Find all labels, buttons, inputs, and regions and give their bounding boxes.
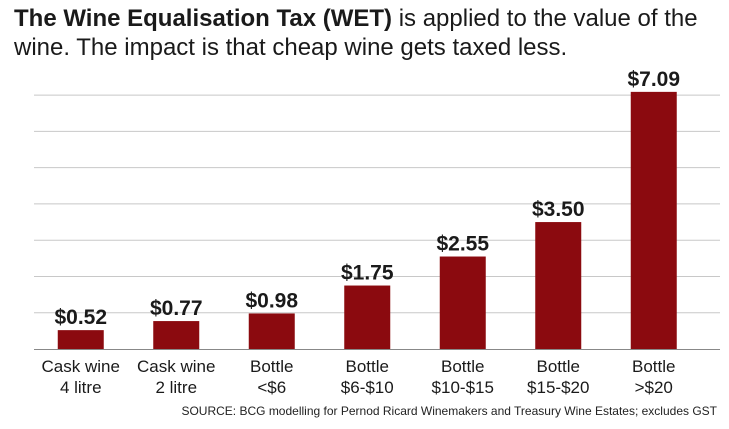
category-label: 4 litre (60, 378, 102, 397)
category-label: Bottle (632, 357, 675, 376)
bar-value-label: $0.77 (150, 297, 203, 320)
value-labels: $0.52 $0.77 $0.98 $1.75 $2.55 $3.50 $7.09 (54, 68, 680, 329)
chart-title: The Wine Equalisation Tax (WET) is appli… (14, 4, 719, 62)
gridlines (34, 94, 720, 350)
bar (535, 222, 582, 349)
bar (57, 330, 104, 349)
bar (344, 285, 391, 349)
bar-value-label: $0.98 (245, 289, 298, 312)
bar-value-label: $1.75 (341, 262, 394, 285)
chart-title-bold: The Wine Equalisation Tax (WET) (14, 5, 393, 32)
category-label: >$20 (635, 378, 673, 397)
bar-value-label: $7.09 (627, 68, 680, 91)
category-label: Cask wine (137, 357, 215, 376)
bars (57, 91, 677, 350)
bar (439, 256, 486, 349)
category-label: <$6 (257, 378, 286, 397)
chart-title-rest: is applied to the value of the wine. The… (14, 5, 698, 61)
category-labels: Cask wine 4 litre Cask wine 2 litre Bottle <$… (42, 357, 676, 397)
source-note: SOURCE: BCG modelling for Pernod Ricard … (181, 404, 717, 418)
category-label: Bottle (537, 357, 580, 376)
bar (153, 321, 200, 349)
category-label: Bottle (250, 357, 293, 376)
category-label: $15-$20 (527, 378, 589, 397)
category-label: Bottle (346, 357, 389, 376)
category-label: $6-$10 (341, 378, 394, 397)
bar (248, 313, 295, 349)
category-label: $10-$15 (432, 378, 494, 397)
bar (630, 91, 677, 350)
bar-value-label: $3.50 (532, 198, 585, 221)
bar-value-label: $0.52 (54, 306, 107, 329)
category-label: Cask wine (42, 357, 120, 376)
category-label: 2 litre (155, 378, 197, 397)
bar-value-label: $2.55 (436, 233, 489, 256)
category-label: Bottle (441, 357, 484, 376)
